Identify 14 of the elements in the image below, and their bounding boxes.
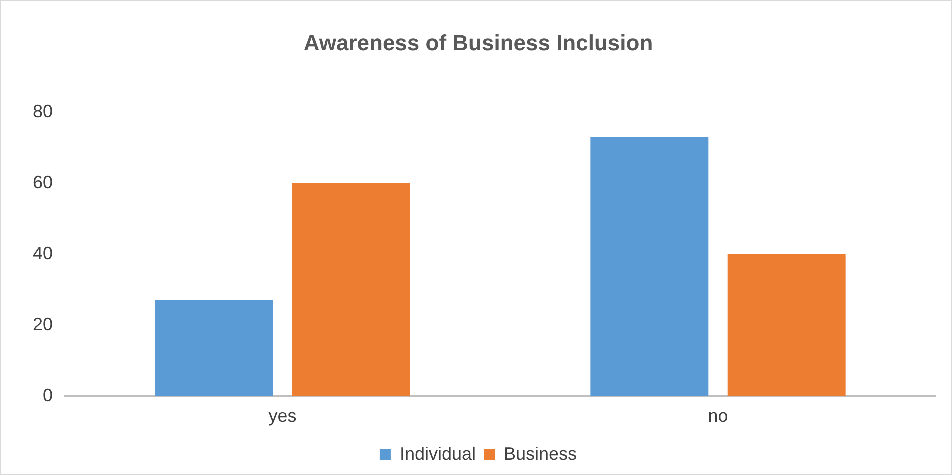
y-tick-label: 80 [32,101,54,122]
bar [292,183,410,396]
legend-label: Individual [400,444,476,464]
legend-label: Business [504,444,578,464]
chart-title: Awareness of Business Inclusion [304,30,654,56]
bar [728,254,846,396]
bar [590,137,709,396]
bar [155,300,274,396]
x-tick-label: no [708,406,728,426]
y-tick-label: 60 [32,172,54,192]
y-tick-label: 0 [43,385,54,406]
x-tick-label: yes [268,406,297,426]
y-tick-label: 40 [32,243,54,264]
y-tick-label: 20 [32,314,54,334]
